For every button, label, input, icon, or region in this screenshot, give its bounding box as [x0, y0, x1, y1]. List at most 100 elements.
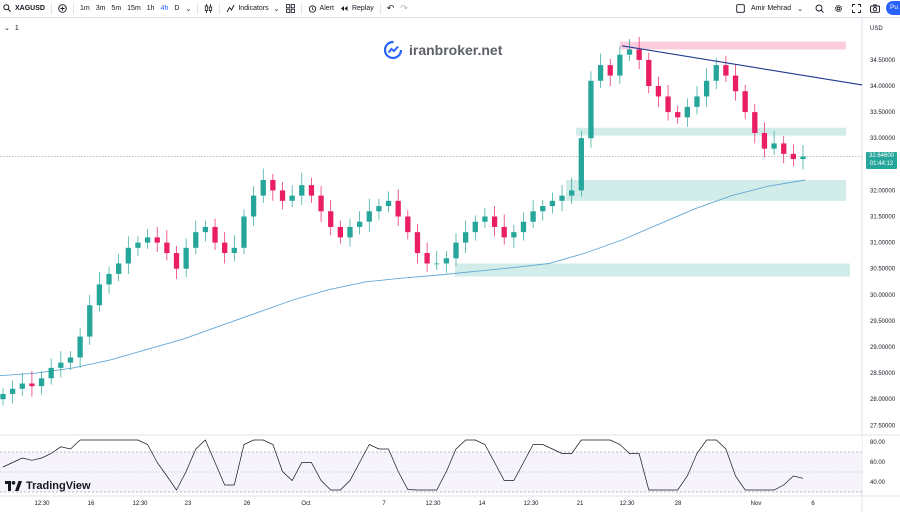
candle-body	[96, 284, 103, 306]
grid-icon	[285, 4, 295, 13]
settings-button[interactable]	[831, 0, 846, 17]
candle-body	[434, 263, 440, 265]
candle-body	[241, 216, 247, 248]
rsi-band	[0, 452, 862, 492]
tradingview-branding[interactable]: TradingView	[5, 480, 91, 492]
candle-body	[395, 200, 401, 217]
candle-body	[453, 242, 459, 259]
candle-body	[684, 106, 690, 118]
indicators-button[interactable]: Indicators ⌄	[223, 0, 282, 17]
top-toolbar: XAGUSD 1m 3m 5m 15m 1h 4h D ⌄ Indicators…	[0, 0, 900, 18]
y-tick-label: 31.00000	[870, 241, 896, 247]
candle-body	[279, 190, 286, 201]
candle-body	[790, 153, 797, 160]
interval-5m[interactable]: 5m	[111, 5, 122, 12]
x-tick-label: 28	[675, 501, 682, 507]
trendline	[621, 45, 863, 86]
quick-search-button[interactable]	[812, 0, 827, 17]
candle-body	[665, 96, 671, 113]
candle-body	[222, 242, 228, 254]
compare-button[interactable]	[55, 0, 70, 17]
redo-button[interactable]: ↷	[397, 0, 411, 17]
candle-body	[636, 49, 642, 60]
interval-1h[interactable]: 1h	[146, 5, 155, 12]
chart-type-button[interactable]	[201, 0, 216, 17]
candle-body	[781, 143, 787, 154]
camera-icon	[870, 4, 880, 13]
replay-button[interactable]: Replay	[337, 0, 377, 17]
candle-body	[800, 156, 806, 160]
candle-body	[212, 226, 218, 243]
candle-body	[385, 200, 392, 207]
candle-body	[125, 247, 131, 264]
fullscreen-button[interactable]	[849, 0, 864, 17]
candle-body	[38, 378, 45, 387]
x-tick-label: Oct	[301, 501, 311, 507]
interval-4h[interactable]: 4h	[160, 5, 169, 12]
interval-d[interactable]: D	[174, 5, 180, 12]
layouts-button[interactable]	[283, 0, 298, 17]
candle-body	[48, 367, 54, 379]
alert-button[interactable]: Alert	[305, 0, 337, 17]
candle-body	[308, 185, 315, 196]
interval-3m[interactable]: 3m	[95, 5, 106, 12]
candle-body	[87, 305, 93, 337]
undo-button[interactable]: ↶	[384, 0, 398, 17]
publish-button[interactable]: Pu	[886, 1, 900, 15]
candle-body	[173, 253, 180, 269]
layout-name-button[interactable]: Amir Mehrad ⌄	[733, 0, 806, 17]
candle-body	[67, 357, 74, 363]
candle-body	[569, 190, 575, 196]
candle-body	[703, 80, 710, 97]
candle-body	[675, 112, 681, 118]
zone-green	[566, 179, 846, 201]
candle-body	[164, 242, 170, 254]
candle-body	[626, 49, 633, 55]
y-tick-label: 29.50000	[870, 319, 896, 325]
x-tick-label: 6	[811, 501, 815, 507]
price-chart[interactable]: USD34.5000034.0000033.5000033.0000032.50…	[0, 18, 900, 512]
x-tick-label: 12:30	[619, 501, 635, 507]
rsi-pane	[0, 437, 862, 492]
last-price-label: 32.64600 01:44:12	[866, 152, 897, 169]
candle-body	[328, 211, 334, 227]
candle-body	[752, 112, 758, 133]
rsi-y-tick-label: 60.00	[870, 460, 886, 466]
interval-1m[interactable]: 1m	[79, 5, 90, 12]
fullscreen-icon	[852, 4, 861, 13]
candle-body	[58, 362, 64, 368]
pane-collapse-toggle[interactable]: ⌄ 1	[4, 24, 19, 32]
candle-body	[231, 247, 237, 254]
candle-body	[771, 143, 777, 149]
candles-icon	[204, 4, 213, 13]
indicators-icon	[226, 4, 235, 13]
gear-icon	[834, 4, 843, 13]
y-tick-label: 31.50000	[870, 215, 896, 221]
candle-body	[655, 86, 662, 97]
replay-icon	[340, 4, 349, 13]
x-tick-label: 12:30	[425, 501, 441, 507]
candle-body	[520, 221, 527, 233]
candle-body	[559, 195, 565, 201]
candle-body	[116, 263, 122, 274]
last-price-value: 32.64600	[868, 153, 895, 159]
snapshot-button[interactable]	[867, 0, 882, 17]
candle-body	[347, 226, 353, 238]
y-tick-label: 30.50000	[870, 267, 896, 273]
candle-body	[491, 216, 498, 227]
candle-body	[260, 179, 266, 196]
candle-body	[723, 65, 729, 76]
symbol-search[interactable]: XAGUSD	[0, 0, 48, 17]
candle-body	[607, 65, 613, 76]
candle-body	[144, 237, 151, 243]
interval-dropdown[interactable]: ⌄	[182, 0, 194, 17]
chevron-down-icon: ⌄	[4, 25, 10, 32]
candle-body	[405, 216, 411, 233]
chevron-down-icon: ⌄	[185, 5, 192, 13]
interval-15m[interactable]: 15m	[127, 5, 141, 12]
candle-body	[443, 258, 450, 264]
replay-label: Replay	[351, 5, 374, 12]
x-tick-label: 21	[577, 501, 584, 507]
candle-body	[250, 195, 257, 217]
candle-body	[540, 206, 546, 212]
